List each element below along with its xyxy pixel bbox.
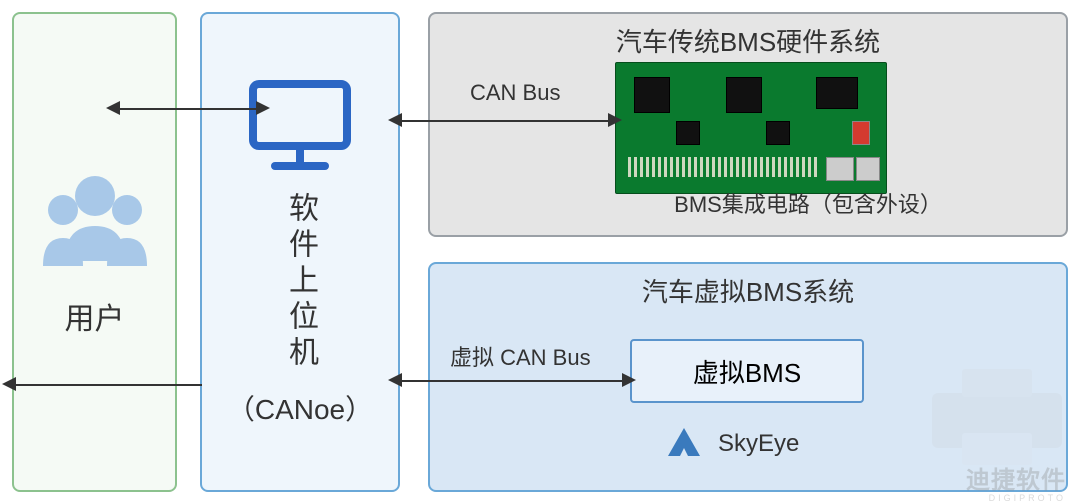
user-label: 用户: [65, 294, 125, 338]
arrowhead: [388, 113, 402, 127]
hardware-caption: BMS集成电路（包含外设）: [490, 187, 1080, 219]
virtual-bms-label: 虚拟BMS: [693, 353, 801, 390]
arrowhead: [106, 101, 120, 115]
hardware-title: 汽车传统BMS硬件系统: [430, 22, 1066, 59]
user-box: 用户: [12, 12, 177, 492]
printer-watermark-icon: [922, 363, 1072, 473]
watermark-text: 迪捷软件: [966, 460, 1066, 495]
host-box: 软件上位机 （CANoe）: [200, 12, 400, 492]
monitor-icon: [245, 76, 355, 176]
edge-label-virtual-canbus: 虚拟 CAN Bus: [450, 340, 591, 372]
watermark-sub: DIGIPROTO: [989, 493, 1066, 503]
arrow-user-to-host: [118, 108, 258, 110]
hardware-box: 汽车传统BMS硬件系统 BMS集成电路（包含外设）: [428, 12, 1068, 237]
host-title: 软件上位机: [278, 192, 322, 372]
edge-label-canbus: CAN Bus: [470, 80, 560, 106]
host-subtitle: （CANoe）: [227, 388, 373, 428]
users-icon: [35, 166, 155, 276]
skyeye-label: SkyEye: [718, 430, 799, 458]
arrowhead: [256, 101, 270, 115]
virtual-title: 汽车虚拟BMS系统: [430, 272, 1066, 309]
pcb-board-icon: [615, 62, 887, 194]
arrowhead: [622, 373, 636, 387]
arrow-host-virt: [400, 380, 624, 382]
arrowhead: [388, 373, 402, 387]
virtual-bms-inner-box: 虚拟BMS: [630, 339, 864, 403]
skyeye-logo-icon: [664, 424, 704, 464]
arrow-host-hw: [400, 120, 610, 122]
arrowhead: [2, 377, 16, 391]
skyeye-row: SkyEye: [664, 424, 799, 464]
arrowhead: [608, 113, 622, 127]
arrow-host-to-user: [14, 384, 202, 386]
